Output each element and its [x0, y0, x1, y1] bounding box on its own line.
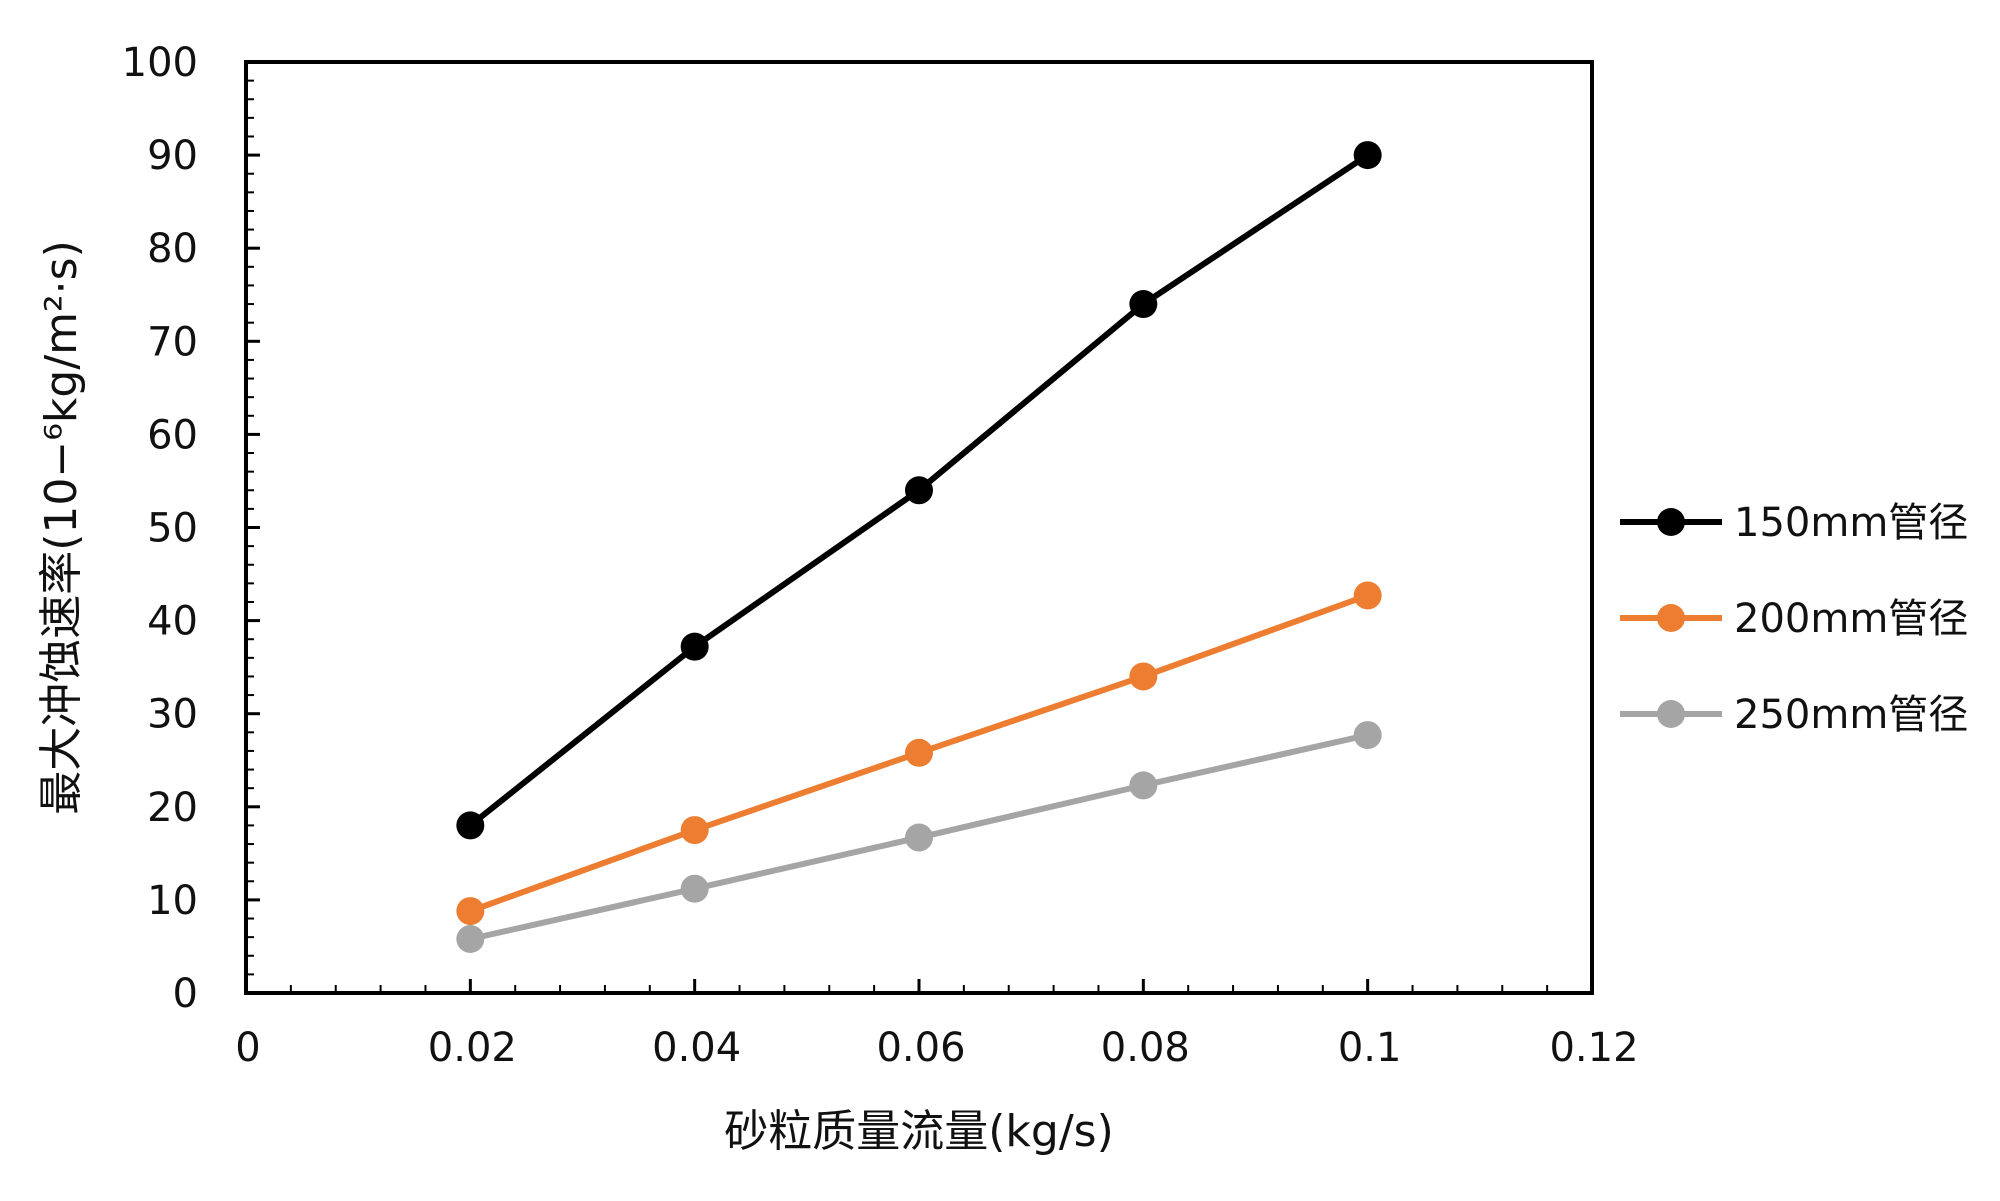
data-point	[905, 738, 933, 767]
y-tick-label: 90	[147, 133, 198, 179]
data-point	[905, 823, 933, 852]
data-point	[456, 925, 485, 954]
data-point	[680, 874, 709, 903]
legend-item-3: 250mm管径	[1620, 692, 1968, 738]
series-2	[456, 581, 1382, 926]
y-tick-label: 30	[147, 692, 198, 738]
x-tick-label: 0.12	[1549, 1025, 1638, 1071]
data-point	[680, 816, 709, 845]
y-tick-label: 40	[147, 599, 198, 645]
legend-label: 250mm管径	[1734, 692, 1968, 738]
x-tick-label: 0.02	[428, 1025, 517, 1071]
y-tick-label: 50	[147, 506, 198, 552]
legend: 150mm管径 200mm管径 250mm管径	[1620, 500, 1968, 738]
x-tick-label: 0.1	[1338, 1025, 1402, 1071]
data-point	[456, 811, 485, 840]
y-tick-label: 20	[147, 785, 198, 831]
data-point	[680, 632, 709, 661]
x-tick-label: 0.08	[1101, 1025, 1190, 1071]
legend-item-1: 150mm管径	[1620, 500, 1968, 546]
data-point	[456, 897, 485, 926]
data-point	[1353, 581, 1382, 610]
y-tick-label: 70	[147, 319, 198, 365]
data-point	[905, 476, 933, 505]
data-point	[1353, 721, 1382, 750]
legend-marker	[1657, 508, 1685, 536]
data-point	[1129, 771, 1158, 800]
legend-label: 150mm管径	[1734, 500, 1968, 546]
x-tick-label: 0.04	[652, 1025, 741, 1071]
data-point	[1353, 141, 1382, 170]
series-group	[456, 141, 1382, 954]
legend-label: 200mm管径	[1734, 596, 1968, 642]
x-tick-label: 0.06	[876, 1025, 965, 1071]
x-axis-title: 砂粒质量流量(kg/s)	[724, 1106, 1114, 1157]
y-tick-label: 60	[147, 412, 198, 458]
legend-marker	[1657, 604, 1685, 632]
data-point	[1129, 290, 1158, 319]
y-axis-title: 最大冲蚀速率(10−⁶kg/m²·s)	[36, 240, 87, 814]
y-tick-label: 100	[122, 40, 198, 86]
series-1	[456, 141, 1382, 840]
series-3	[456, 721, 1382, 954]
legend-marker	[1657, 700, 1685, 728]
x-tick-label: 0	[235, 1025, 260, 1071]
y-tick-label: 80	[147, 226, 198, 272]
axes: 0 10 20 30 40 50 60 70 80 90 100 0 0.02 0.04 0.06 0.08 0…	[122, 40, 1639, 1071]
legend-item-2: 200mm管径	[1620, 596, 1968, 642]
y-tick-label: 10	[147, 878, 198, 924]
y-tick-label: 0	[173, 971, 198, 1017]
data-point	[1129, 662, 1158, 691]
